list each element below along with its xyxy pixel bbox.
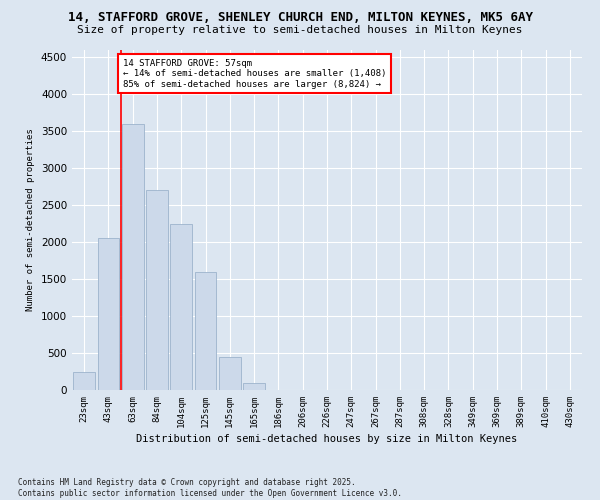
Text: Contains HM Land Registry data © Crown copyright and database right 2025.
Contai: Contains HM Land Registry data © Crown c… bbox=[18, 478, 402, 498]
X-axis label: Distribution of semi-detached houses by size in Milton Keynes: Distribution of semi-detached houses by … bbox=[136, 434, 518, 444]
Bar bbox=[146, 190, 168, 390]
Y-axis label: Number of semi-detached properties: Number of semi-detached properties bbox=[26, 128, 35, 312]
Bar bbox=[243, 382, 265, 390]
Text: 14, STAFFORD GROVE, SHENLEY CHURCH END, MILTON KEYNES, MK5 6AY: 14, STAFFORD GROVE, SHENLEY CHURCH END, … bbox=[67, 11, 533, 24]
Bar bbox=[122, 124, 143, 390]
Bar bbox=[97, 238, 119, 390]
Bar bbox=[73, 372, 95, 390]
Text: Size of property relative to semi-detached houses in Milton Keynes: Size of property relative to semi-detach… bbox=[77, 25, 523, 35]
Bar bbox=[194, 272, 217, 390]
Bar bbox=[170, 224, 192, 390]
Text: 14 STAFFORD GROVE: 57sqm
← 14% of semi-detached houses are smaller (1,408)
85% o: 14 STAFFORD GROVE: 57sqm ← 14% of semi-d… bbox=[123, 59, 386, 88]
Bar bbox=[219, 356, 241, 390]
